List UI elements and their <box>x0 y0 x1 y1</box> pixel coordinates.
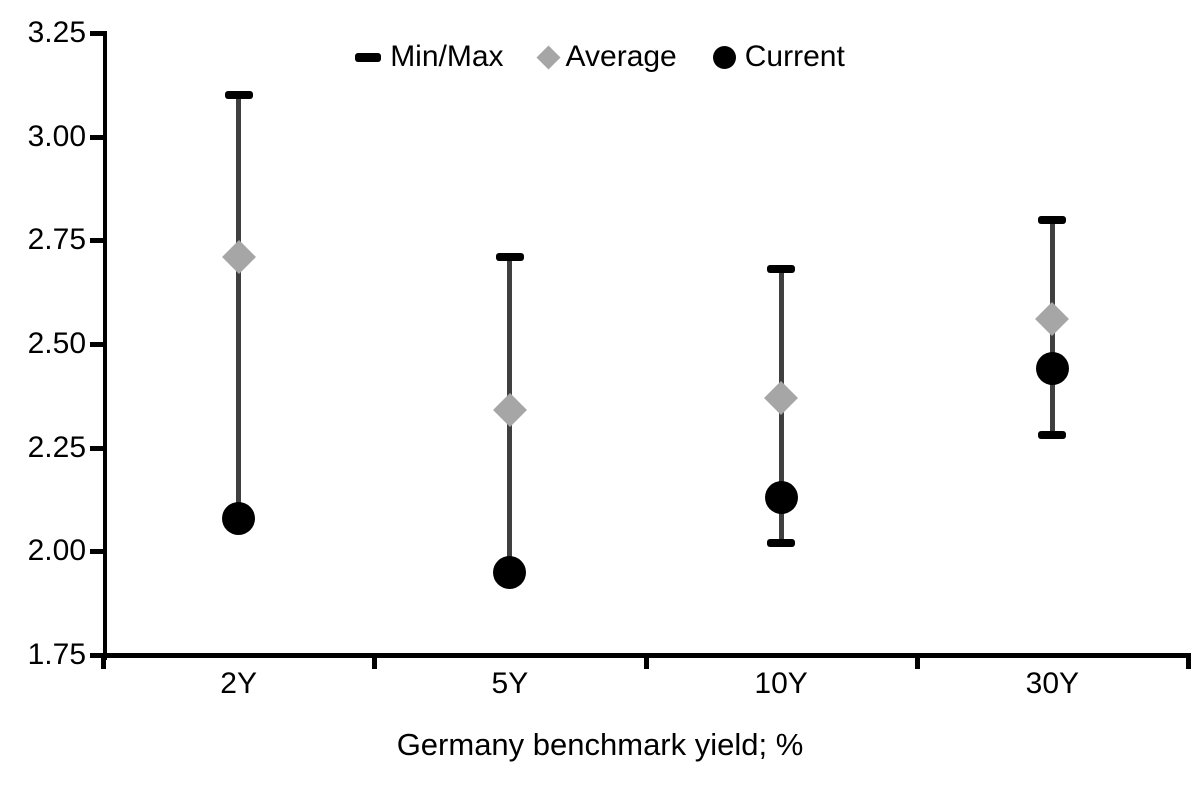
y-axis-tick <box>90 549 103 555</box>
x-axis-tick <box>372 653 378 669</box>
average-marker <box>492 393 527 428</box>
y-tick-label: 2.50 <box>27 327 86 360</box>
y-axis-tick <box>90 134 103 140</box>
average-marker <box>764 380 799 415</box>
y-axis-tick <box>90 31 103 36</box>
average-marker <box>221 239 256 274</box>
x-axis-tick <box>101 653 106 669</box>
min-cap-marker <box>767 539 796 548</box>
y-tick-label: 2.75 <box>27 223 86 257</box>
legend-item-current: Current <box>712 38 845 76</box>
y-tick-label: 1.75 <box>27 638 86 671</box>
y-tick-label: 3.00 <box>27 119 86 153</box>
average-diamond-icon <box>536 44 561 70</box>
x-category-label: 10Y <box>754 667 808 700</box>
legend-item-minmax: Min/Max <box>355 38 504 76</box>
x-axis-title: Germany benchmark yield; % <box>396 727 804 762</box>
max-cap-marker <box>767 265 796 274</box>
y-axis-tick <box>90 238 103 244</box>
y-tick-label: 2.00 <box>27 534 86 568</box>
max-cap-marker <box>495 252 524 261</box>
x-category-label: 5Y <box>491 667 529 700</box>
current-marker <box>1035 352 1069 386</box>
x-axis-tick <box>1186 653 1191 669</box>
legend-label-minmax: Min/Max <box>390 40 504 73</box>
range-whisker <box>236 95 242 519</box>
x-category-label: 30Y <box>1025 667 1080 700</box>
legend-label-average: Average <box>565 40 677 73</box>
max-cap-marker <box>224 91 253 100</box>
average-marker <box>1035 302 1070 337</box>
current-marker <box>493 555 527 589</box>
current-circle-icon <box>712 45 736 69</box>
current-marker <box>222 501 256 535</box>
min-cap-marker <box>1038 431 1067 440</box>
current-marker <box>764 480 798 514</box>
legend-label-current: Current <box>744 40 845 73</box>
y-axis-tick <box>90 653 103 658</box>
x-category-label: 2Y <box>220 667 257 700</box>
y-axis-tick <box>90 445 103 451</box>
x-axis-tick <box>643 653 649 669</box>
minmax-dash-icon <box>355 52 382 62</box>
legend-item-average: Average <box>536 38 677 76</box>
x-axis-tick <box>914 653 920 669</box>
chart-legend: Min/Max Average Current <box>0 38 1200 76</box>
y-axis-line <box>103 31 107 660</box>
y-axis-tick <box>90 342 103 347</box>
y-tick-label: 3.25 <box>27 16 86 49</box>
y-tick-label: 2.25 <box>27 430 86 464</box>
max-cap-marker <box>1038 215 1067 224</box>
